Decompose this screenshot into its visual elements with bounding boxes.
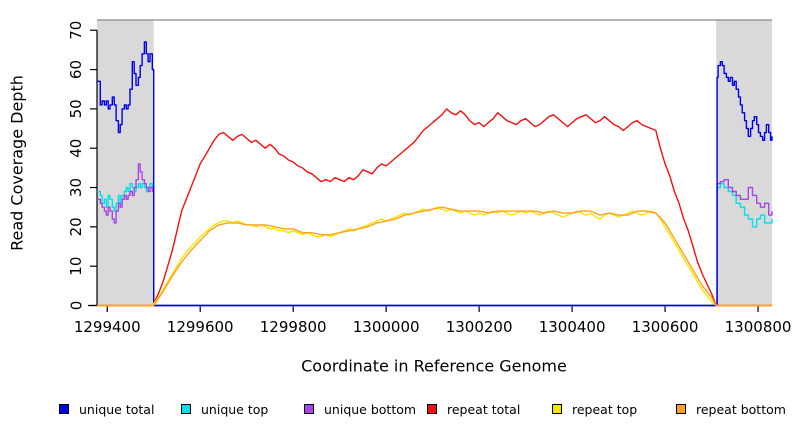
x-tick-label: 1300200 <box>446 318 513 336</box>
legend-label: repeat top <box>572 401 638 417</box>
legend-item-repeat-total: repeat total <box>427 401 521 417</box>
x-tick-label: 1299800 <box>260 318 327 336</box>
x-tick-label: 1300600 <box>632 318 699 336</box>
x-tick-label: 1299600 <box>167 318 234 336</box>
legend-item-repeat-top: repeat top <box>552 401 638 417</box>
legend-swatch-unique-total <box>59 404 69 414</box>
legend-label: unique bottom <box>324 401 417 417</box>
y-tick-label: 10 <box>67 257 85 276</box>
legend-swatch-repeat-total <box>427 404 437 414</box>
y-tick-label: 40 <box>67 139 85 158</box>
legend-swatch-unique-top <box>181 404 191 414</box>
series-line-unique-bottom <box>97 163 773 307</box>
x-tick-label: 1300800 <box>725 318 792 336</box>
x-tick-label: 1299400 <box>74 318 141 336</box>
legend-item-repeat-bottom: repeat bottom <box>676 401 786 417</box>
series-line-repeat-top <box>97 206 772 307</box>
legend-item-unique-top: unique top <box>181 401 269 417</box>
y-tick-label: 0 <box>67 301 85 311</box>
legend-swatch-unique-bottom <box>304 404 314 414</box>
legend-label: unique total <box>79 401 155 417</box>
x-axis-title: Coordinate in Reference Genome <box>301 356 567 376</box>
series-line-repeat-bottom <box>97 206 772 307</box>
y-tick-label: 20 <box>67 217 85 236</box>
x-tick-label: 1300400 <box>539 318 606 336</box>
legend-swatch-repeat-top <box>552 404 562 414</box>
legend-swatch-repeat-bottom <box>676 404 686 414</box>
legend-label: repeat total <box>447 401 521 417</box>
series-line-repeat-total <box>97 108 772 307</box>
y-tick-label: 30 <box>67 178 85 197</box>
legend-item-unique-bottom: unique bottom <box>304 401 417 417</box>
x-tick-label: 1300000 <box>353 318 420 336</box>
y-axis-title: Read Coverage Depth <box>7 75 27 251</box>
y-tick-label: 50 <box>67 99 85 118</box>
shaded-region-right-flank <box>716 20 772 306</box>
legend-item-unique-total: unique total <box>59 401 155 417</box>
legend-label: unique top <box>201 401 269 417</box>
legend-label: repeat bottom <box>696 401 786 417</box>
series-line-unique-total <box>97 41 773 307</box>
y-tick-label: 60 <box>67 60 85 79</box>
series-line-unique-top <box>97 182 773 307</box>
y-tick-label: 70 <box>67 21 85 40</box>
shaded-region-left-flank <box>97 20 154 306</box>
